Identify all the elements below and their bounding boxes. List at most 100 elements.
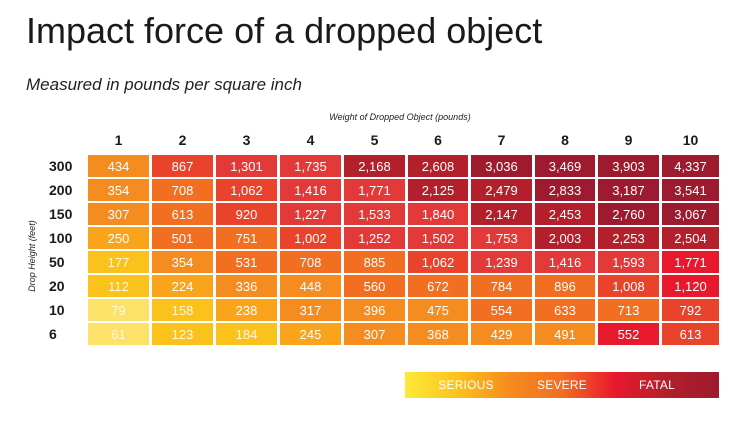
cell-value: 1,120 [674, 279, 707, 294]
heatmap-cell [280, 227, 341, 249]
heatmap-cell [662, 275, 719, 297]
heatmap-cell [535, 155, 595, 177]
heatmap-cell [471, 179, 532, 201]
heatmap-cell [471, 323, 532, 345]
row-header: 200 [49, 182, 73, 198]
cell-value: 613 [680, 327, 702, 342]
heatmap-cell [535, 179, 595, 201]
heatmap-cell [88, 203, 149, 225]
cell-value: 2,147 [485, 207, 518, 222]
column-header: 9 [625, 132, 633, 148]
cell-value: 672 [427, 279, 449, 294]
cell-value: 552 [618, 327, 640, 342]
cell-value: 896 [554, 279, 576, 294]
heatmap-cell [216, 275, 277, 297]
cell-value: 1,502 [422, 231, 455, 246]
heatmap-cell [662, 323, 719, 345]
heatmap-cell [662, 299, 719, 321]
cell-value: 2,453 [549, 207, 582, 222]
cell-value: 491 [554, 327, 576, 342]
column-header: 1 [115, 132, 123, 148]
cell-value: 1,008 [612, 279, 645, 294]
cell-value: 368 [427, 327, 449, 342]
cell-value: 1,593 [612, 255, 645, 270]
cell-value: 792 [680, 303, 702, 318]
cell-value: 336 [236, 279, 258, 294]
row-header: 20 [49, 278, 65, 294]
heatmap-cell [598, 299, 659, 321]
y-axis-label: Drop Height (feet) [27, 220, 37, 292]
cell-value: 560 [364, 279, 386, 294]
heatmap-cell [280, 299, 341, 321]
heatmap-cell [88, 227, 149, 249]
cell-value: 307 [364, 327, 386, 342]
heatmap-cell [216, 155, 277, 177]
cell-value: 1,533 [358, 207, 391, 222]
cell-value: 3,469 [549, 159, 582, 174]
heatmap-cell [408, 323, 468, 345]
heatmap-cell [344, 155, 405, 177]
heatmap-cell [598, 155, 659, 177]
heatmap-cell [88, 179, 149, 201]
heatmap-cell [152, 227, 213, 249]
cell-value: 1,062 [422, 255, 455, 270]
heatmap-cell [598, 179, 659, 201]
cell-value: 307 [108, 207, 130, 222]
legend-label-serious: SERIOUS [438, 378, 493, 392]
cell-value: 317 [300, 303, 322, 318]
cell-value: 1,301 [230, 159, 263, 174]
heatmap-cell [408, 275, 468, 297]
cell-value: 434 [108, 159, 130, 174]
column-header: 4 [307, 132, 315, 148]
heatmap-cell [216, 251, 277, 273]
cell-value: 1,753 [485, 231, 518, 246]
heatmap-cell [216, 179, 277, 201]
cell-value: 79 [111, 303, 125, 318]
heatmap-cell [344, 251, 405, 273]
heatmap-cell [662, 155, 719, 177]
heatmap-cell [216, 203, 277, 225]
heatmap-cell [216, 299, 277, 321]
heatmap-cell [280, 203, 341, 225]
row-header: 300 [49, 158, 73, 174]
heatmap-cell [471, 275, 532, 297]
heatmap-cell [408, 179, 468, 201]
cell-value: 4,337 [674, 159, 707, 174]
cell-value: 2,760 [612, 207, 645, 222]
chart-subtitle: Measured in pounds per square inch [26, 75, 302, 94]
heatmap-cell [344, 227, 405, 249]
heatmap-cell [216, 227, 277, 249]
cell-value: 396 [364, 303, 386, 318]
cell-value: 867 [172, 159, 194, 174]
heatmap-cell [535, 275, 595, 297]
cell-value: 2,479 [485, 183, 518, 198]
cell-value: 2,125 [422, 183, 455, 198]
cell-value: 613 [172, 207, 194, 222]
legend-label-fatal: FATAL [639, 378, 675, 392]
heatmap-cell [408, 203, 468, 225]
legend-label-severe: SEVERE [537, 378, 587, 392]
cell-value: 1,252 [358, 231, 391, 246]
column-header: 2 [179, 132, 187, 148]
cell-value: 354 [172, 255, 194, 270]
cell-value: 708 [300, 255, 322, 270]
heatmap-cell [535, 323, 595, 345]
heatmap-cell [344, 323, 405, 345]
cell-value: 2,833 [549, 183, 582, 198]
cell-value: 1,771 [358, 183, 391, 198]
cell-value: 920 [236, 207, 258, 222]
column-header: 3 [243, 132, 251, 148]
heatmap-cell [152, 155, 213, 177]
heatmap-cell [598, 227, 659, 249]
row-header: 50 [49, 254, 65, 270]
heatmap-cell [662, 203, 719, 225]
cell-value: 1,002 [294, 231, 327, 246]
cell-value: 3,541 [674, 183, 707, 198]
cell-value: 475 [427, 303, 449, 318]
heatmap-cell [408, 299, 468, 321]
heatmap-cell [152, 203, 213, 225]
heatmap-cell [88, 323, 149, 345]
cell-value: 1,416 [294, 183, 327, 198]
heatmap-cell [662, 227, 719, 249]
cell-value: 531 [236, 255, 258, 270]
